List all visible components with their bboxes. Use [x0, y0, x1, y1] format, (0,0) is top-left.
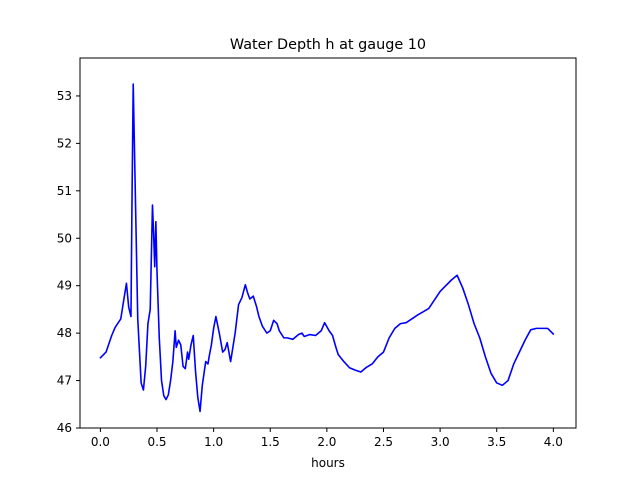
x-tick-label: 2.5	[374, 435, 393, 449]
x-tick-label: 1.5	[261, 435, 280, 449]
y-tick-label: 51	[57, 184, 72, 198]
x-tick-label: 4.0	[544, 435, 563, 449]
x-axis-label: hours	[311, 456, 345, 470]
y-tick-label: 52	[57, 136, 72, 150]
y-tick-label: 50	[57, 231, 72, 245]
y-tick-label: 46	[57, 421, 72, 435]
x-tick-label: 0.5	[147, 435, 166, 449]
plot-area	[99, 83, 555, 413]
y-tick-label: 53	[57, 89, 72, 103]
y-axis-ticks: 46 47 48 49 50 51 52 53	[57, 89, 80, 435]
x-tick-label: 0.0	[91, 435, 110, 449]
x-tick-label: 3.5	[487, 435, 506, 449]
y-tick-label: 47	[57, 374, 72, 388]
series-line-water-depth	[99, 83, 555, 413]
y-tick-label: 49	[57, 279, 72, 293]
axes-frame	[79, 57, 577, 429]
x-axis-ticks: 0.0 0.5 1.0 1.5 2.0 2.5 3.0 3.5 4.0	[91, 428, 563, 449]
chart-title: Water Depth h at gauge 10	[230, 37, 426, 53]
x-tick-label: 3.0	[431, 435, 450, 449]
y-tick-label: 48	[57, 326, 72, 340]
x-tick-label: 1.0	[204, 435, 223, 449]
x-tick-label: 2.0	[317, 435, 336, 449]
